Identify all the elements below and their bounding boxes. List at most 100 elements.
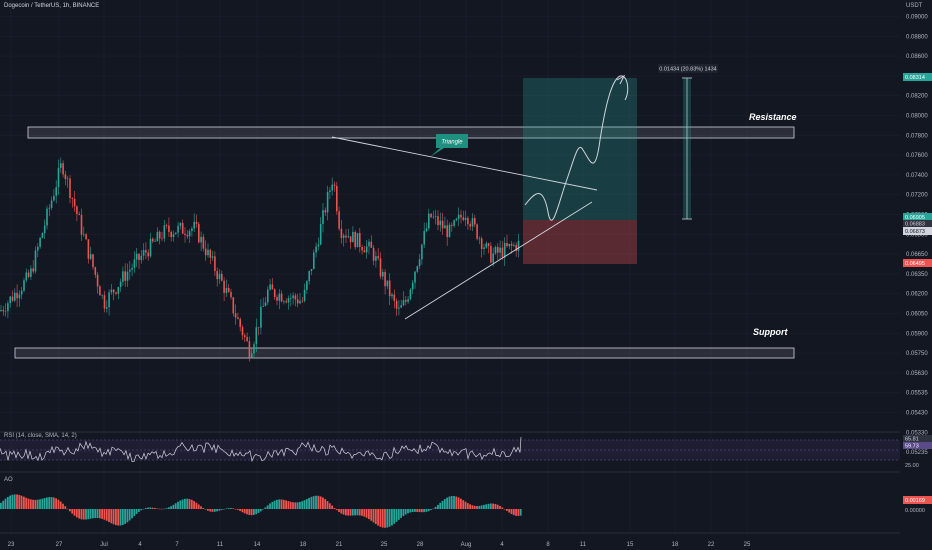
candle-body [342, 235, 345, 238]
ao-bar [71, 509, 74, 514]
ao-bar [149, 507, 152, 509]
time-tick-label: 14 [254, 542, 261, 548]
candle-body [487, 243, 490, 246]
rsi-indicator-label[interactable]: RSI (14, close, SMA, 14, 2) [4, 433, 77, 439]
candle-body [411, 282, 414, 290]
candle-body [83, 234, 85, 235]
ao-indicator-label[interactable]: AO [4, 477, 13, 483]
candle-body [347, 236, 350, 238]
ao-bar [234, 508, 237, 510]
price-tick-label: 0.06050 [906, 312, 928, 318]
ao-bar [351, 509, 354, 516]
candle-body [207, 249, 209, 256]
candle-body [315, 246, 317, 253]
ao-bar [280, 499, 283, 509]
ao-bar [400, 509, 402, 518]
ao-bar [156, 508, 159, 509]
ao-bar [338, 509, 340, 512]
ao-bar [377, 509, 379, 526]
loss-zone[interactable] [523, 220, 637, 264]
ao-bar [485, 504, 488, 509]
ao-bar [448, 496, 451, 509]
ao-bar [154, 508, 156, 509]
candle-body [20, 290, 23, 295]
ao-bar [455, 496, 458, 509]
candle-body [27, 272, 30, 277]
candle-body [269, 284, 271, 290]
candle-body [244, 335, 246, 337]
ao-bar [354, 509, 356, 516]
candle-body [80, 214, 83, 235]
ao-bar [335, 509, 338, 511]
price-tick-label: 0.06800 [906, 232, 928, 238]
candle-body [78, 214, 80, 215]
ao-bar [119, 509, 122, 526]
ao-bar [264, 507, 267, 509]
candle-body [23, 280, 25, 291]
time-axis[interactable]: 23 27 Jul 4 7 11 14 18 21 25 28 Aug 4 8 11 15 18 22 25 [8, 542, 751, 548]
ao-bar [20, 495, 23, 509]
ao-bar [101, 509, 103, 519]
ao-bar [39, 499, 41, 509]
support-zone[interactable] [14, 347, 795, 359]
ao-bar [128, 509, 131, 521]
profit-zone[interactable] [523, 78, 637, 220]
candle-body [87, 239, 90, 259]
candle-body [439, 220, 442, 226]
candle-body [453, 220, 455, 226]
ao-bar [483, 504, 485, 509]
candle-body [393, 294, 396, 301]
candle-body [168, 225, 170, 232]
candle-body [48, 207, 51, 209]
candle-body [198, 223, 200, 243]
candle-body [186, 234, 189, 237]
candle-body [375, 256, 377, 261]
measure-label: 0.01434 (20.83%) 1434 [659, 67, 717, 73]
candle-body [218, 273, 221, 280]
candle-body [94, 267, 97, 275]
candle-body [30, 268, 32, 277]
measure-tool[interactable]: 0.01434 (20.83%) 1434 [658, 64, 718, 220]
candle-body [469, 224, 471, 227]
ao-bar [87, 509, 90, 520]
ao-bar [278, 499, 281, 509]
resistance-zone[interactable] [27, 126, 795, 139]
price-tick-label: 0.07400 [906, 173, 928, 179]
rsi-panel [0, 436, 900, 463]
ao-bar [0, 503, 2, 509]
ao-bar [439, 502, 442, 509]
candle-body [211, 256, 214, 258]
candle-body [138, 253, 140, 261]
ao-bar [381, 509, 384, 528]
candle-body [55, 187, 57, 196]
candle-body [73, 198, 76, 207]
grid-lines [0, 0, 900, 533]
candle-body [64, 174, 67, 180]
candle-body [177, 225, 179, 233]
candle-body [112, 289, 115, 293]
ao-bar [315, 495, 317, 509]
candle-body [69, 178, 71, 199]
candle-body [239, 318, 241, 328]
candle-body [142, 250, 145, 256]
triangle-callout[interactable]: Triangle [430, 134, 468, 157]
price-axis[interactable]: 0.090000.088000.086000.084000.082000.080… [906, 15, 928, 457]
ao-bar [296, 502, 299, 509]
ao-bar [188, 499, 191, 509]
ao-bar [363, 509, 366, 517]
ao-bar [85, 509, 87, 520]
ao-bar [92, 509, 94, 519]
candle-body [333, 184, 336, 186]
triangle-upper-trendline[interactable] [331, 136, 598, 191]
ao-bar [409, 509, 412, 513]
candle-body [428, 213, 430, 229]
ao-bar [462, 500, 465, 509]
symbol-title[interactable]: Dogecoin / TetherUS, 1h, BINANCE [4, 3, 100, 9]
ao-bar [190, 499, 193, 509]
ao-bar [117, 509, 120, 526]
ao-bar [425, 509, 428, 512]
candle-body [241, 327, 244, 336]
triangle-lower-trendline[interactable] [404, 201, 593, 320]
candle-body [402, 300, 405, 306]
